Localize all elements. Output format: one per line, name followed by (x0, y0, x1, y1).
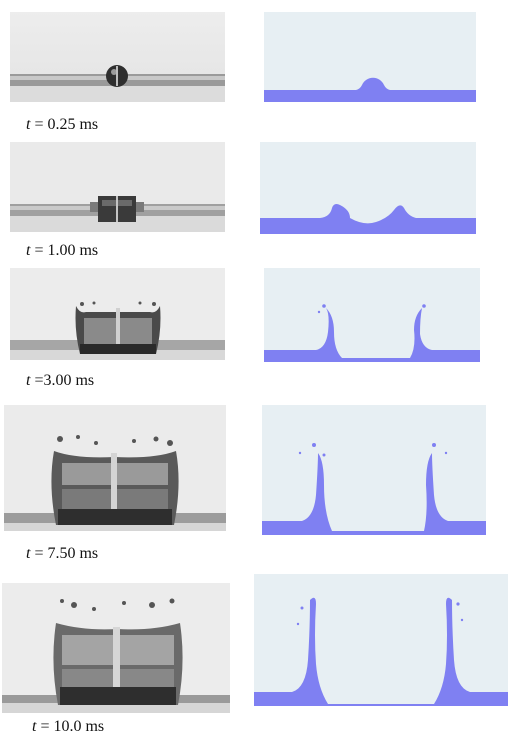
time-variable: t (26, 242, 31, 259)
simulation-panel (264, 268, 480, 362)
experiment-photo (10, 268, 225, 360)
simulation-panel (254, 574, 508, 706)
simulation-panel (264, 12, 476, 102)
experiment-photo (10, 142, 225, 232)
time-variable: t (32, 718, 37, 735)
time-caption: t = 7.50 ms (26, 545, 98, 563)
time-caption: t = 1.00 ms (26, 242, 98, 260)
time-variable: t (26, 545, 31, 562)
time-value: = 10.0 ms (36, 718, 105, 735)
time-value: = 7.50 ms (30, 545, 99, 562)
experiment-photo (10, 12, 225, 102)
time-caption: t =3.00 ms (26, 372, 94, 390)
time-caption: t = 0.25 ms (26, 116, 98, 134)
time-caption: t = 10.0 ms (32, 718, 104, 736)
time-variable: t (26, 116, 31, 133)
simulation-panel (262, 405, 486, 535)
experiment-photo (4, 405, 226, 531)
time-value: = 1.00 ms (30, 242, 99, 259)
simulation-panel (260, 142, 476, 234)
experiment-photo (2, 583, 230, 713)
time-value: = 0.25 ms (30, 116, 99, 133)
time-variable: t (26, 372, 31, 389)
time-value: =3.00 ms (30, 372, 95, 389)
